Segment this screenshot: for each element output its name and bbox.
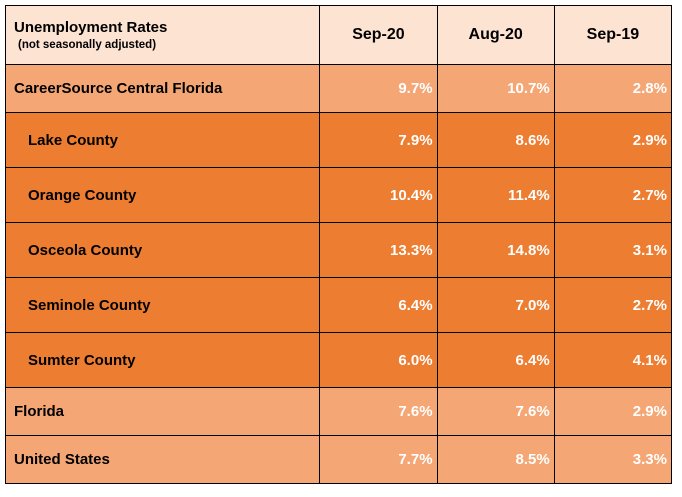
row-label: Lake County [4,112,321,168]
row-label: Florida [4,387,321,436]
rate-cell: 7.7% [319,435,438,484]
unemployment-table: Unemployment Rates (not seasonally adjus… [4,5,673,484]
rate-cell: 13.3% [319,222,438,278]
rate-cell: 8.5% [436,435,555,484]
rate-cell: 2.8% [553,64,673,113]
table-row: Orange County 10.4% 11.4% 2.7% [4,167,673,223]
rate-cell: 3.3% [553,435,673,484]
row-label: CareerSource Central Florida [4,64,321,113]
rate-cell: 8.6% [436,112,555,168]
header-row: Unemployment Rates (not seasonally adjus… [4,5,673,65]
table-row: United States 7.7% 8.5% 3.3% [4,435,673,484]
rate-cell: 14.8% [436,222,555,278]
rate-cell: 2.7% [553,167,673,223]
rate-cell: 2.9% [553,387,673,436]
row-label: United States [4,435,321,484]
rate-cell: 10.7% [436,64,555,113]
table-row: Osceola County 13.3% 14.8% 3.1% [4,222,673,278]
column-header-sep-20: Sep-20 [319,5,438,65]
row-label: Osceola County [4,222,321,278]
row-label: Seminole County [4,277,321,333]
rate-cell: 7.6% [319,387,438,436]
rate-cell: 4.1% [553,332,673,388]
table-row: CareerSource Central Florida 9.7% 10.7% 2.8… [4,64,673,113]
rate-cell: 3.1% [553,222,673,278]
rate-cell: 9.7% [319,64,438,113]
column-header-sep-19: Sep-19 [553,5,673,65]
table-row: Florida 7.6% 7.6% 2.9% [4,387,673,436]
table-row: Seminole County 6.4% 7.0% 2.7% [4,277,673,333]
rate-cell: 2.7% [553,277,673,333]
rate-cell: 2.9% [553,112,673,168]
rate-cell: 6.4% [319,277,438,333]
rate-cell: 6.0% [319,332,438,388]
table-row: Sumter County 6.0% 6.4% 4.1% [4,332,673,388]
rate-cell: 7.0% [436,277,555,333]
table-title: Unemployment Rates [14,19,168,36]
row-label: Orange County [4,167,321,223]
rate-cell: 10.4% [319,167,438,223]
rate-cell: 7.6% [436,387,555,436]
header-label-cell: Unemployment Rates (not seasonally adjus… [4,5,321,65]
rate-cell: 6.4% [436,332,555,388]
row-label: Sumter County [4,332,321,388]
table-row: Lake County 7.9% 8.6% 2.9% [4,112,673,168]
rate-cell: 7.9% [319,112,438,168]
table-subtitle: (not seasonally adjusted) [18,39,157,51]
rate-cell: 11.4% [436,167,555,223]
column-header-aug-20: Aug-20 [436,5,555,65]
